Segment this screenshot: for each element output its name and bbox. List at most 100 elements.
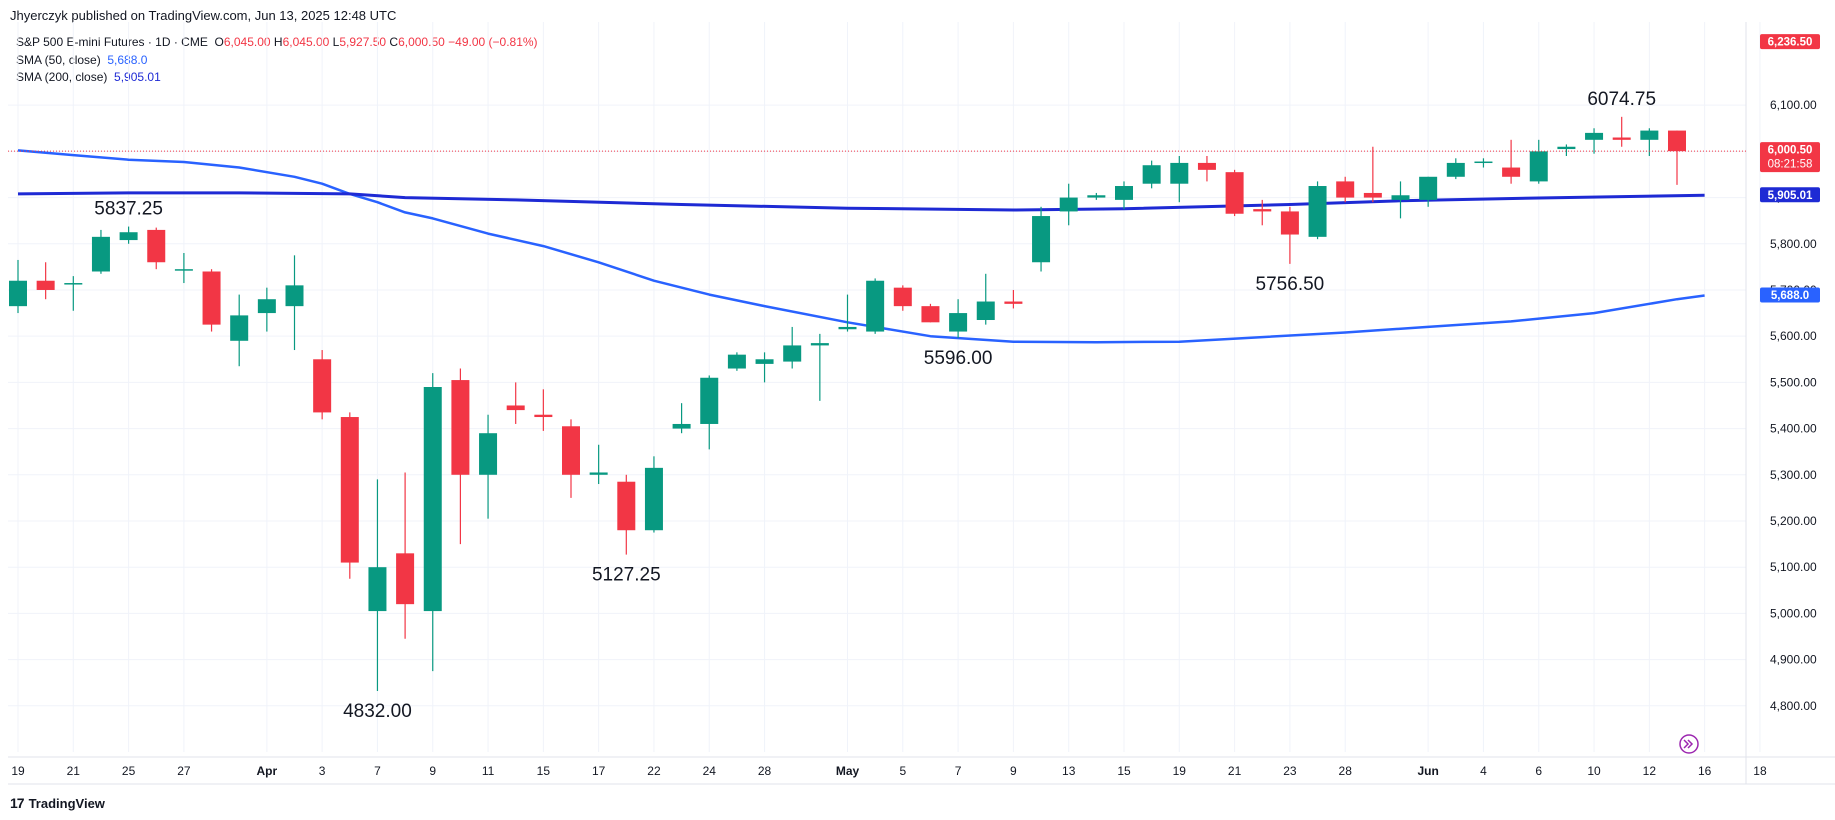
sma50-row[interactable]: SMA (50, close) 5,688.0 [16, 52, 538, 70]
candle [1115, 181, 1133, 210]
price-tick-label: 5,300.00 [1770, 468, 1817, 482]
candle [644, 456, 663, 533]
candle [1391, 181, 1410, 219]
low-value: 5,927.50 [339, 35, 387, 49]
candle [1474, 158, 1493, 168]
candle [36, 262, 55, 300]
price-badge [1760, 142, 1820, 173]
candle-body [1391, 195, 1410, 200]
tradingview-brand[interactable]: 17 TradingView [10, 795, 105, 811]
time-tick-label: 16 [1698, 764, 1712, 778]
price-tick-label: 5,500.00 [1770, 375, 1817, 389]
candle-body [1280, 211, 1299, 235]
candle [617, 474, 636, 555]
candle-body [1419, 176, 1438, 200]
candle-body [810, 343, 829, 346]
time-tick-label: 7 [374, 764, 381, 778]
sma50-value: 5,688.0 [107, 52, 148, 67]
close-label: C [389, 35, 399, 49]
candle [257, 287, 276, 332]
open-value: 6,045.00 [223, 35, 271, 49]
scroll-to-realtime-button[interactable] [1679, 734, 1699, 754]
price-annotation: 6074.75 [1587, 89, 1656, 110]
candle [423, 373, 442, 672]
candle [1502, 139, 1521, 184]
candle [1585, 128, 1604, 154]
candle-body [451, 380, 470, 475]
sma200-label: SMA (200, close) [16, 70, 108, 84]
candle-body [1446, 162, 1465, 177]
candle-body [672, 423, 691, 429]
sma200-path [17, 191, 1705, 212]
candle [506, 382, 525, 424]
time-tick-label: 9 [1010, 764, 1017, 778]
candle-body [1142, 165, 1161, 184]
high-value: 6,045.00 [282, 35, 330, 49]
time-tick-label: 28 [1339, 764, 1353, 778]
countdown-label: 08:21:58 [1768, 159, 1813, 171]
time-tick-label: 12 [1643, 764, 1657, 778]
candle-body [562, 426, 580, 475]
time-tick-label: May [836, 764, 860, 778]
sma200-row[interactable]: SMA (200, close) 5,905.01 [16, 69, 538, 87]
candle-body [1059, 197, 1078, 212]
candle [1280, 206, 1299, 264]
candle-body [1087, 195, 1106, 198]
candle-body [534, 414, 553, 418]
sma50-line [17, 149, 1705, 344]
sma200-value: 5,905.01 [114, 70, 161, 84]
candle [921, 303, 940, 323]
price-annotations: 5837.25 4832.00 5127.25 5596.00 5756.50 6074.… [94, 89, 1656, 722]
time-tick-label: 4 [1480, 764, 1487, 778]
low-label: L [332, 35, 340, 49]
time-tick-label: Apr [257, 764, 278, 778]
time-tick-label: 13 [1062, 764, 1076, 778]
chevrons-right-icon [1683, 739, 1694, 749]
candle-body [976, 301, 995, 321]
candle [1059, 183, 1078, 226]
candle [202, 269, 221, 332]
time-tick-label: 24 [703, 764, 717, 778]
candle-body [479, 433, 498, 475]
time-tick-label: 15 [537, 764, 551, 778]
candle [1142, 160, 1161, 189]
candle [91, 229, 110, 274]
candle [866, 278, 885, 334]
candle-body [91, 236, 110, 272]
candle-body [1004, 301, 1023, 304]
candle [1170, 155, 1189, 203]
price-annotation: 5837.25 [94, 199, 163, 220]
candle [1363, 146, 1382, 203]
candle [672, 403, 691, 434]
price-annotation: 5596.00 [924, 348, 993, 369]
candle-body [1640, 130, 1659, 140]
candle-body [949, 313, 968, 332]
candle [1557, 144, 1576, 156]
publisher-line: Jhyerczyk published on TradingView.com, … [10, 8, 397, 23]
price-tick-label: 5,800.00 [1770, 237, 1817, 251]
time-axis: 19 21 25 27 Apr 3 7 9 11 15 17 22 24 28 May 5 7 9 13 15 19 21… [11, 764, 1767, 778]
candle-body [36, 280, 55, 290]
tradingview-name: TradingView [28, 795, 105, 811]
time-tick-label: 21 [1228, 764, 1242, 778]
price-tick-label: 5,200.00 [1770, 514, 1817, 528]
price-badge [1760, 34, 1820, 50]
candle-body [1363, 192, 1382, 198]
candle [534, 389, 553, 431]
sma50-label: SMA (50, close) [16, 52, 101, 67]
candle-body [893, 287, 912, 307]
candle-body [423, 387, 442, 612]
candle [949, 299, 968, 339]
time-tick-label: 21 [67, 764, 81, 778]
candle [1612, 116, 1631, 147]
candle [1308, 181, 1327, 240]
candle-body [147, 229, 166, 263]
candle-body [866, 280, 885, 332]
candle [589, 444, 608, 485]
price-annotation: 5127.25 [592, 565, 661, 586]
candle-body [506, 405, 525, 411]
time-tick-label: 19 [1173, 764, 1187, 778]
candle [838, 294, 857, 332]
candle-body [644, 467, 663, 531]
